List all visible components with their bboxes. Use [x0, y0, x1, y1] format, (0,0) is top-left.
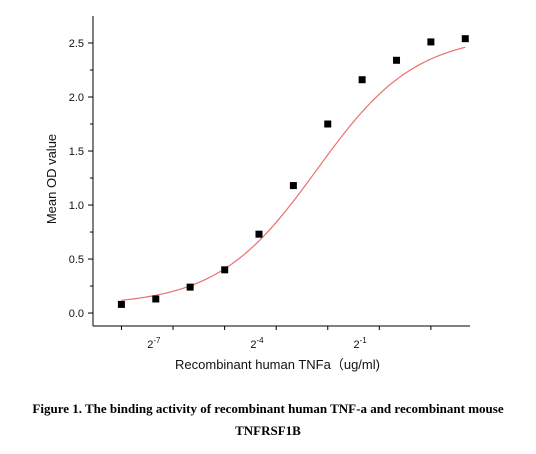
data-point — [255, 230, 263, 238]
data-point — [186, 283, 194, 291]
y-tick-label: 2.0 — [69, 92, 84, 104]
fit-curve — [121, 46, 466, 301]
y-tick-label: 2.5 — [69, 38, 84, 50]
data-point — [461, 35, 469, 43]
data-point — [221, 266, 229, 274]
x-tick-label: 2-4 — [250, 336, 264, 351]
y-axis-label: Mean OD value — [44, 134, 59, 224]
x-ticks: 2-7 2-4 2-1 — [120, 326, 432, 351]
figure-caption-line2: TNFRSF1B — [235, 423, 301, 438]
data-point — [324, 120, 332, 128]
data-point — [427, 38, 435, 46]
data-points — [117, 35, 469, 308]
data-point — [393, 56, 401, 64]
x-tick-label: 2-7 — [147, 336, 161, 351]
x-axis-label: Recombinant human TNFa（ug/ml) — [175, 357, 380, 372]
data-point — [289, 182, 297, 190]
y-tick-label: 1.5 — [69, 146, 84, 158]
figure-caption-line1: Figure 1. The binding activity of recomb… — [32, 401, 504, 416]
y-tick-label: 0.0 — [69, 308, 84, 320]
x-tick-label: 2-1 — [354, 336, 368, 351]
data-point — [152, 295, 160, 303]
axes — [92, 16, 470, 327]
y-tick-label: 0.5 — [69, 254, 84, 266]
y-ticks: 0.0 0.5 1.0 1.5 2.0 2.5 — [69, 38, 93, 320]
data-point — [358, 76, 366, 84]
y-tick-label: 1.0 — [69, 200, 84, 212]
data-point — [117, 300, 125, 308]
